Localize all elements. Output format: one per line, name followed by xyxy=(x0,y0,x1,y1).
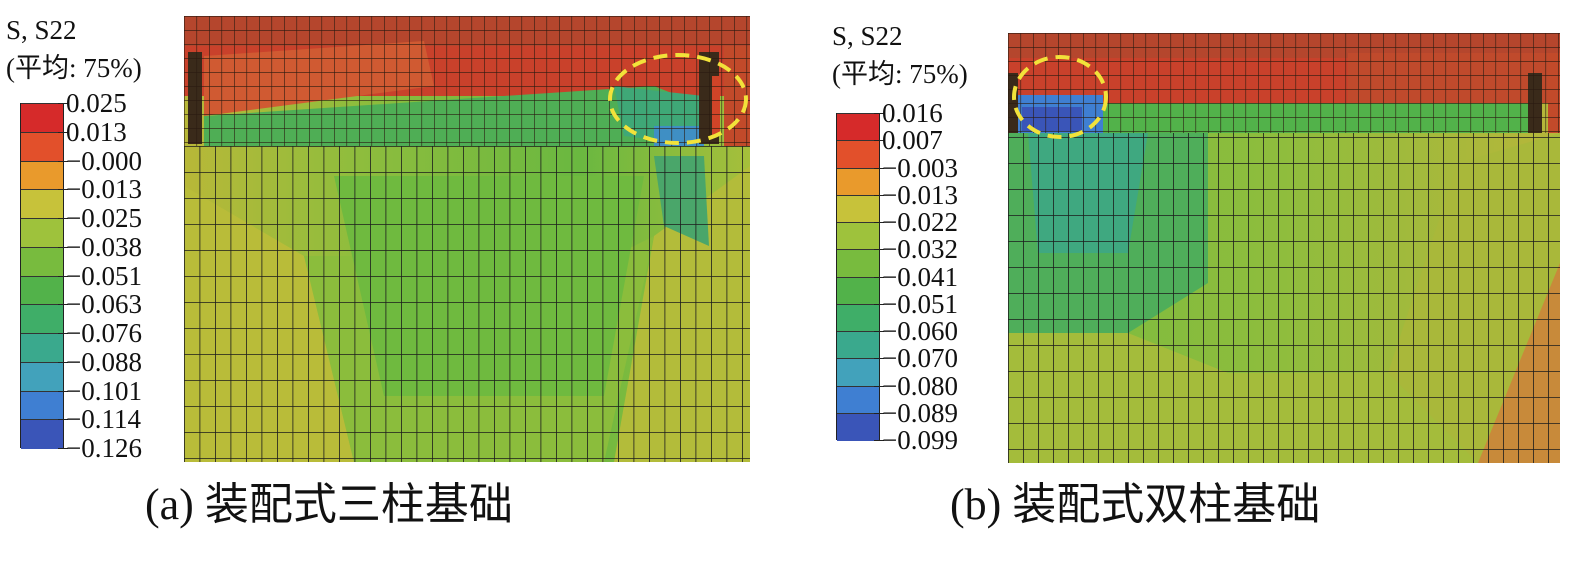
legend-tick-mark xyxy=(58,448,68,449)
legend-tick-label: −0.060 xyxy=(882,316,958,346)
legend-tick-mark xyxy=(58,131,68,133)
legend-swatch xyxy=(21,361,63,392)
legend-swatch xyxy=(837,358,879,387)
legend-tick-mark xyxy=(58,304,68,306)
legend-tick-label: 0.013 xyxy=(66,116,127,147)
legend-swatch xyxy=(837,276,879,305)
legend-tick-mark xyxy=(874,358,884,360)
legend-swatch xyxy=(21,246,63,277)
highlight-ellipse xyxy=(608,53,748,145)
legend-title-line2: (平均: 75%) xyxy=(832,59,968,89)
legend-tick-mark xyxy=(874,113,884,114)
legend-tick-mark xyxy=(874,249,884,251)
legend-swatch xyxy=(21,103,63,133)
legend-swatch xyxy=(21,189,63,219)
legend-tick-label: 0.025 xyxy=(66,88,127,118)
legend-tick-label: 0.007 xyxy=(882,125,943,156)
legend-swatch xyxy=(837,249,879,278)
legend-tick-mark xyxy=(874,140,884,142)
legend-tick-label: −0.076 xyxy=(66,318,142,348)
legend-swatch xyxy=(837,331,879,360)
legend-tick-label: −0.013 xyxy=(66,174,142,205)
legend-swatch xyxy=(837,194,879,223)
legend-tick-label: −0.080 xyxy=(882,370,958,401)
legend-tick-label: −0.070 xyxy=(882,343,958,374)
legend-tick-mark xyxy=(58,361,68,363)
panel-two-column-foundation: S, S22 (平均: 75%) 0.016 0.007 −0.003 −0.013−… xyxy=(820,0,1575,561)
legend-swatch xyxy=(837,140,879,169)
color-legend-bar xyxy=(20,103,64,449)
legend-tick-label: −0.114 xyxy=(66,404,141,435)
legend-tick-mark xyxy=(874,331,884,332)
legend-title-line1: S, S22 xyxy=(832,21,903,51)
legend-tick-mark xyxy=(58,333,68,334)
legend-swatch xyxy=(21,160,63,191)
legend-tick-mark xyxy=(874,303,884,305)
panel-three-column-foundation: S, S22 (平均: 75%) 0.025 0.013 −0.000 −0.013−… xyxy=(0,0,770,561)
legend-tick-mark xyxy=(58,390,68,392)
legend-tick-mark xyxy=(58,419,68,421)
legend-tick-mark xyxy=(58,246,68,248)
legend-swatch xyxy=(21,333,63,363)
color-legend-bar xyxy=(836,113,880,441)
caption: (a) 装配式三柱基础 xyxy=(145,480,513,529)
legend-tick-mark xyxy=(58,275,68,277)
legend-swatch xyxy=(21,390,63,421)
legend-tick-label: −0.063 xyxy=(66,289,142,320)
legend-swatch xyxy=(837,113,879,142)
legend-tick-mark xyxy=(58,189,68,191)
legend-tick-mark xyxy=(874,276,884,278)
highlight-ellipse xyxy=(1012,55,1108,139)
legend-tick-label: −0.051 xyxy=(882,288,958,319)
fem-mesh-svg xyxy=(184,16,750,462)
legend-tick-label: −0.088 xyxy=(66,346,142,377)
legend-tick-label: −0.101 xyxy=(66,375,142,406)
legend-tick-label: −0.051 xyxy=(66,260,142,291)
legend-tick-mark xyxy=(874,194,884,196)
legend-swatch xyxy=(21,218,63,248)
legend-tick-label: −0.025 xyxy=(66,203,142,233)
legend-tick-label: −0.000 xyxy=(66,145,142,176)
legend-tick-label: −0.013 xyxy=(882,179,958,210)
fem-mesh-svg xyxy=(1008,33,1560,463)
legend-tick-mark xyxy=(874,412,884,414)
legend-tick-mark xyxy=(58,218,68,219)
caption: (b) 装配式双柱基础 xyxy=(950,480,1321,529)
legend-swatch xyxy=(21,131,63,162)
legend-tick-mark xyxy=(874,167,884,169)
legend-tick-label: 0.016 xyxy=(882,98,943,128)
legend-tick-label: −0.041 xyxy=(882,261,958,292)
legend-tick-mark xyxy=(58,103,68,104)
legend-tick-label: −0.089 xyxy=(882,397,958,428)
legend-swatch xyxy=(837,303,879,332)
legend-tick-mark xyxy=(58,160,68,162)
legend-swatch xyxy=(837,412,879,441)
legend-tick-label: −0.003 xyxy=(882,152,958,183)
legend-tick-mark xyxy=(874,440,884,441)
legend-tick-label: −0.099 xyxy=(882,425,958,455)
legend-swatch xyxy=(21,419,63,449)
legend-swatch xyxy=(837,385,879,414)
legend-tick-label: −0.126 xyxy=(66,433,142,463)
fem-contour-plot xyxy=(184,16,750,462)
legend-tick-mark xyxy=(874,222,884,223)
legend-swatch xyxy=(837,222,879,251)
legend-tick-label: −0.022 xyxy=(882,207,958,237)
legend-tick-mark xyxy=(874,385,884,387)
legend-title-line1: S, S22 xyxy=(6,15,77,45)
fem-contour-plot xyxy=(1008,33,1560,463)
legend-tick-label: −0.032 xyxy=(882,234,958,265)
legend-title-line2: (平均: 75%) xyxy=(6,53,142,83)
legend-swatch xyxy=(21,275,63,306)
legend-swatch xyxy=(21,304,63,334)
legend-tick-label: −0.038 xyxy=(66,231,142,262)
legend-swatch xyxy=(837,167,879,196)
